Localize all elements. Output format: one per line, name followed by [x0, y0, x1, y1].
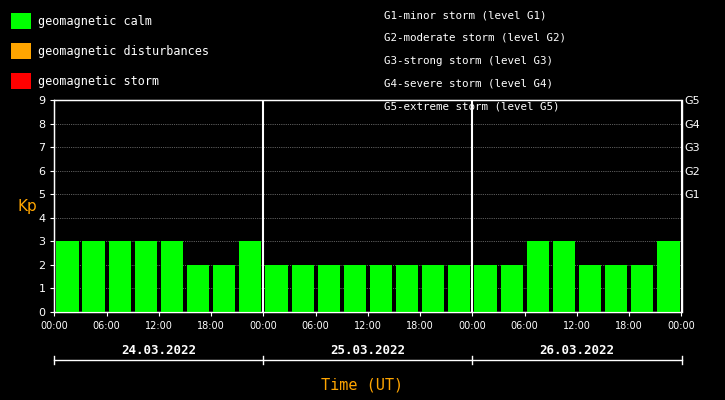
Y-axis label: Kp: Kp: [17, 198, 37, 214]
Text: geomagnetic calm: geomagnetic calm: [38, 14, 152, 28]
Bar: [57, 241, 78, 312]
Bar: [448, 265, 471, 312]
Bar: [187, 265, 210, 312]
Bar: [83, 241, 104, 312]
Text: G1-minor storm (level G1): G1-minor storm (level G1): [384, 10, 547, 20]
Bar: [265, 265, 288, 312]
Bar: [605, 265, 627, 312]
Bar: [370, 265, 392, 312]
Bar: [135, 241, 157, 312]
Bar: [109, 241, 130, 312]
Text: G2-moderate storm (level G2): G2-moderate storm (level G2): [384, 33, 566, 43]
Bar: [396, 265, 418, 312]
Bar: [474, 265, 497, 312]
Bar: [318, 265, 340, 312]
Bar: [239, 241, 262, 312]
Text: geomagnetic storm: geomagnetic storm: [38, 74, 160, 88]
Bar: [579, 265, 601, 312]
Bar: [161, 241, 183, 312]
Bar: [658, 241, 679, 312]
Bar: [344, 265, 366, 312]
Bar: [552, 241, 575, 312]
Text: G5-extreme storm (level G5): G5-extreme storm (level G5): [384, 101, 560, 111]
Bar: [526, 241, 549, 312]
Text: Time (UT): Time (UT): [321, 377, 404, 392]
Bar: [291, 265, 314, 312]
Text: G3-strong storm (level G3): G3-strong storm (level G3): [384, 56, 553, 66]
Text: 24.03.2022: 24.03.2022: [121, 344, 196, 356]
Text: 26.03.2022: 26.03.2022: [539, 344, 615, 356]
Text: geomagnetic disturbances: geomagnetic disturbances: [38, 44, 210, 58]
Bar: [631, 265, 653, 312]
Text: 25.03.2022: 25.03.2022: [331, 344, 405, 356]
Bar: [213, 265, 236, 312]
Text: G4-severe storm (level G4): G4-severe storm (level G4): [384, 78, 553, 88]
Bar: [500, 265, 523, 312]
Bar: [422, 265, 444, 312]
